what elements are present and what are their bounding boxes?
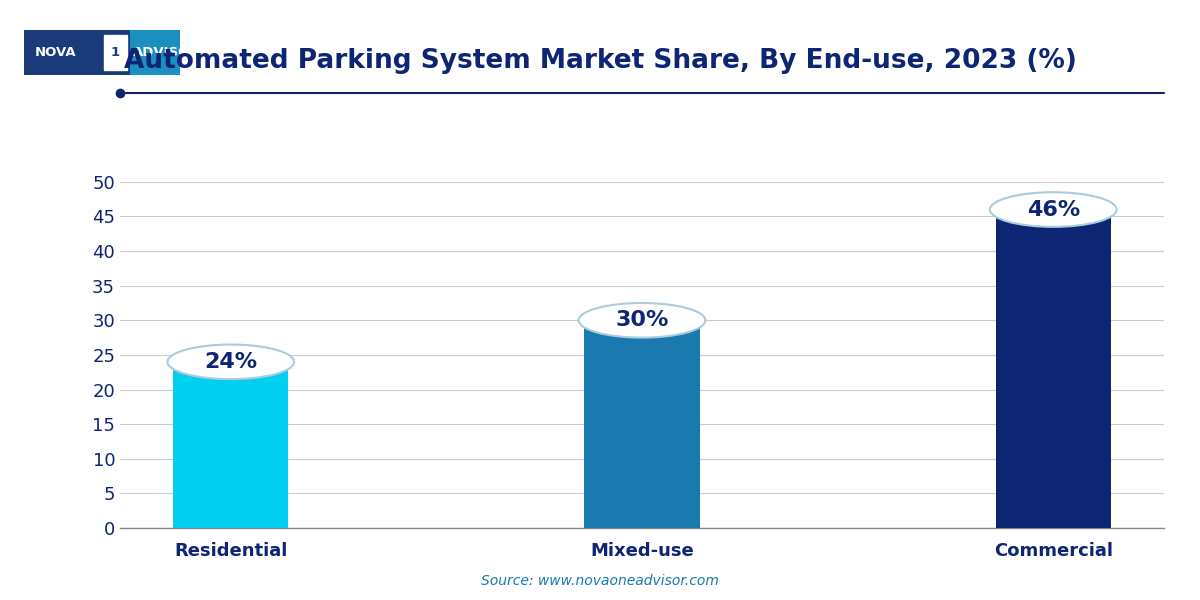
- Bar: [996, 209, 1111, 528]
- FancyBboxPatch shape: [103, 35, 127, 70]
- Ellipse shape: [990, 192, 1116, 227]
- Text: NOVA: NOVA: [35, 46, 77, 59]
- Text: Source: www.novaoneadvisor.com: Source: www.novaoneadvisor.com: [481, 574, 719, 588]
- Ellipse shape: [168, 344, 294, 379]
- Text: ADVISOR: ADVISOR: [133, 46, 200, 59]
- Bar: [173, 362, 288, 528]
- FancyBboxPatch shape: [24, 30, 180, 75]
- Text: 1: 1: [110, 46, 120, 59]
- FancyBboxPatch shape: [130, 30, 180, 75]
- Text: 30%: 30%: [616, 310, 668, 331]
- Text: 24%: 24%: [204, 352, 257, 372]
- Text: Automated Parking System Market Share, By End-use, 2023 (%): Automated Parking System Market Share, B…: [124, 48, 1076, 74]
- Ellipse shape: [578, 303, 706, 338]
- Bar: [584, 320, 700, 528]
- Text: 46%: 46%: [1026, 200, 1080, 220]
